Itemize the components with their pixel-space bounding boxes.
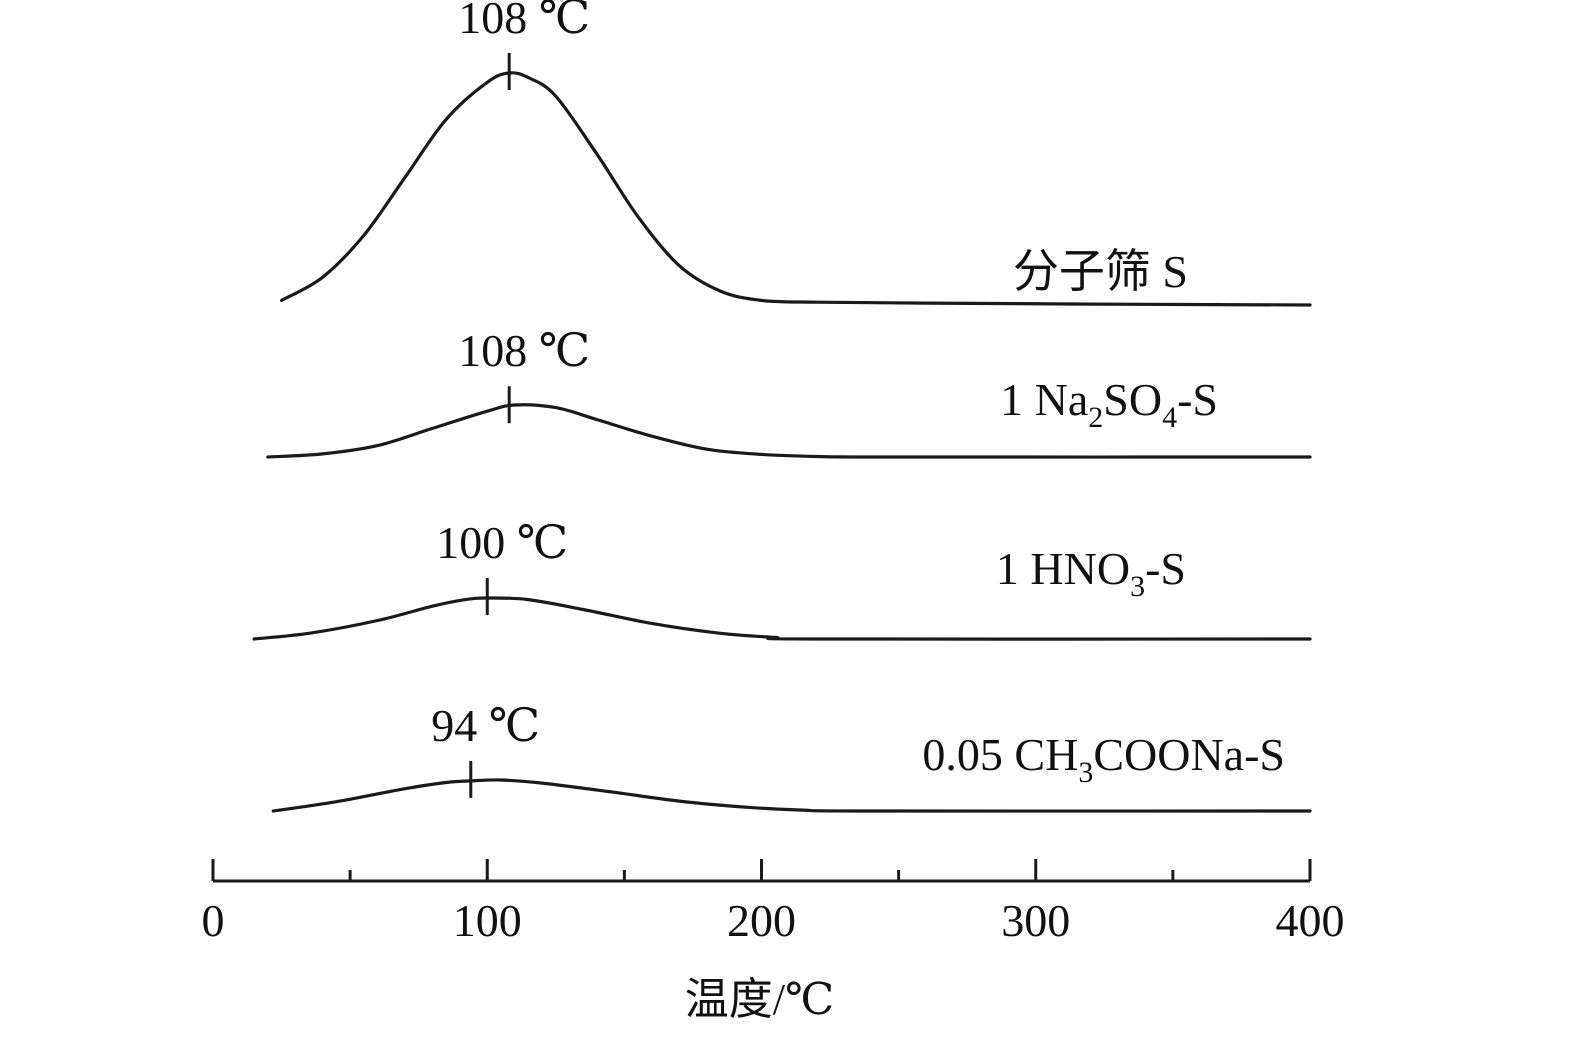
series-label: 1 HNO3-S <box>996 543 1186 603</box>
series-1: 108 ℃ 分子筛 S <box>280 0 1312 307</box>
peak-label: 100 ℃ <box>436 517 568 568</box>
x-tick-label: 300 <box>1001 895 1070 946</box>
series-label: 1 Na2SO4-S <box>1000 374 1218 434</box>
peak-label: 108 ℃ <box>458 325 590 376</box>
peak-label: 108 ℃ <box>458 0 590 43</box>
series-label: 0.05 CH3COONa-S <box>922 729 1285 789</box>
series-line <box>271 778 1312 813</box>
series-label: 分子筛 S <box>1013 246 1188 297</box>
peak-label: 94 ℃ <box>431 700 540 751</box>
series-2: 108 ℃ 1 Na2SO4-S <box>266 325 1312 459</box>
x-axis-ticks: 0 100 200 300 400 <box>202 859 1345 946</box>
x-tick-label: 200 <box>727 895 796 946</box>
series-line <box>266 403 1312 459</box>
series-4: 94 ℃ 0.05 CH3COONa-S <box>271 700 1312 813</box>
x-tick-label: 100 <box>453 895 522 946</box>
x-tick-label: 0 <box>202 895 225 946</box>
series-line <box>252 596 1312 641</box>
x-axis: 0 100 200 300 400 温度/℃ <box>202 859 1345 1024</box>
x-tick-label: 400 <box>1276 895 1345 946</box>
series-line <box>280 71 1312 307</box>
series-group: 108 ℃ 分子筛 S 108 ℃ 1 Na2SO4-S 100 ℃ 1 HNO3-S 94… <box>252 0 1312 813</box>
series-3: 100 ℃ 1 HNO3-S <box>252 517 1312 641</box>
x-axis-title: 温度/℃ <box>685 975 834 1024</box>
